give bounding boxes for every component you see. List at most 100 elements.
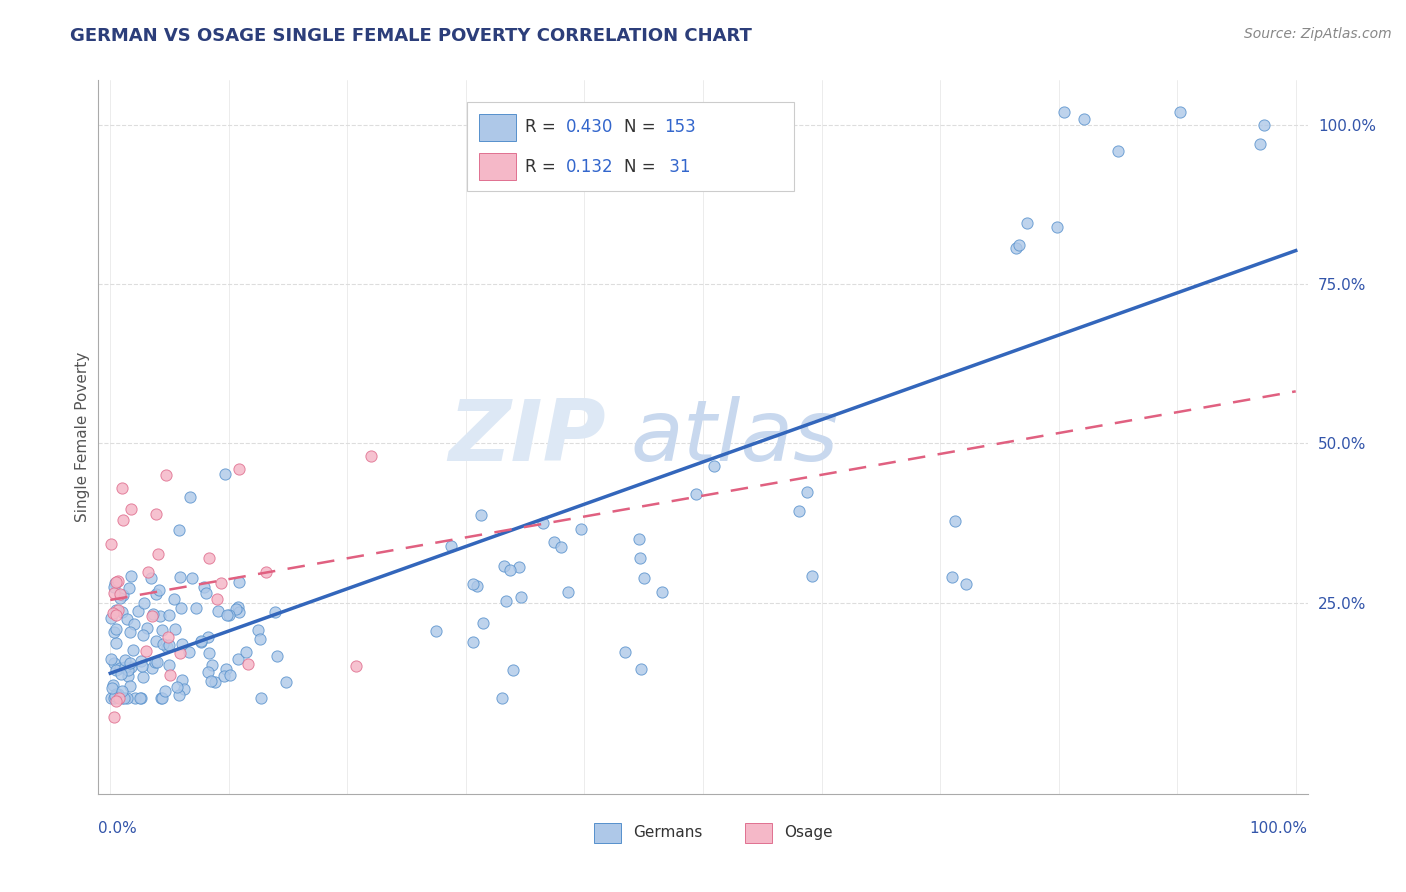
Point (157, 631, 180, 645)
Point (104, 622, 127, 636)
Point (117, 669, 139, 683)
Point (132, 628, 155, 642)
Point (127, 604, 149, 618)
Point (169, 570, 191, 584)
Point (101, 606, 124, 620)
Text: GERMAN VS OSAGE SINGLE FEMALE POVERTY CORRELATION CHART: GERMAN VS OSAGE SINGLE FEMALE POVERTY CO… (70, 27, 752, 45)
Point (157, 658, 180, 673)
FancyBboxPatch shape (479, 153, 516, 180)
Point (112, 691, 135, 706)
Point (155, 684, 177, 698)
Point (150, 623, 173, 637)
Point (495, 594, 517, 608)
Point (628, 532, 651, 546)
Point (131, 658, 153, 673)
Point (131, 691, 153, 706)
Point (494, 558, 516, 573)
Point (120, 660, 142, 674)
Point (110, 661, 132, 675)
FancyBboxPatch shape (479, 114, 516, 141)
Point (103, 586, 125, 600)
Point (134, 595, 156, 609)
Point (207, 605, 229, 619)
Point (236, 657, 259, 672)
Point (170, 673, 193, 687)
Point (108, 591, 131, 606)
Text: Osage: Osage (785, 824, 832, 839)
Point (1249, 136, 1271, 151)
Point (1017, 216, 1039, 230)
Point (104, 607, 127, 622)
Point (181, 571, 204, 585)
Point (228, 606, 250, 620)
Point (124, 691, 146, 706)
Point (571, 522, 593, 536)
Point (103, 710, 125, 724)
Point (205, 592, 228, 607)
Point (135, 643, 157, 657)
Point (531, 516, 554, 530)
Point (463, 635, 485, 649)
Point (110, 666, 132, 681)
Point (108, 691, 131, 706)
Point (163, 622, 186, 636)
Point (235, 644, 257, 658)
Point (1253, 118, 1275, 132)
Point (651, 585, 673, 599)
Point (146, 547, 169, 561)
Point (101, 681, 124, 695)
Point (685, 487, 707, 501)
Point (111, 513, 134, 527)
Point (104, 603, 127, 617)
Point (184, 600, 207, 615)
Point (169, 646, 191, 660)
Point (215, 662, 238, 676)
Point (197, 665, 219, 679)
Y-axis label: Single Female Poverty: Single Female Poverty (75, 352, 90, 522)
Point (201, 658, 224, 673)
Point (197, 646, 219, 660)
Point (136, 565, 159, 579)
Text: ZIP: ZIP (449, 395, 606, 479)
Point (107, 687, 129, 701)
Point (543, 535, 565, 549)
Point (167, 524, 190, 538)
Point (103, 625, 125, 640)
Point (254, 565, 277, 579)
Point (111, 588, 134, 602)
Point (226, 599, 249, 614)
Point (129, 654, 152, 668)
Text: N =: N = (624, 119, 661, 136)
Point (117, 612, 139, 626)
Point (796, 485, 818, 500)
Point (141, 661, 163, 675)
Point (508, 559, 530, 574)
Point (145, 656, 167, 670)
Point (633, 571, 655, 585)
Point (703, 459, 725, 474)
Point (108, 587, 131, 601)
Point (1053, 105, 1076, 120)
Point (630, 661, 652, 675)
Point (120, 569, 142, 583)
Point (425, 624, 447, 638)
Point (943, 514, 966, 528)
Point (197, 551, 219, 566)
Point (145, 655, 167, 669)
Point (266, 648, 288, 663)
Point (246, 623, 269, 637)
Point (103, 657, 125, 671)
Point (170, 637, 193, 651)
Text: 0.132: 0.132 (567, 158, 614, 176)
Point (787, 504, 810, 518)
Text: atlas: atlas (630, 395, 838, 479)
Point (122, 617, 145, 632)
Point (491, 691, 513, 706)
Point (100, 652, 122, 666)
Point (215, 607, 238, 622)
Point (250, 691, 273, 706)
Point (613, 645, 636, 659)
Point (274, 674, 297, 689)
FancyBboxPatch shape (467, 102, 793, 191)
Point (1073, 112, 1095, 126)
